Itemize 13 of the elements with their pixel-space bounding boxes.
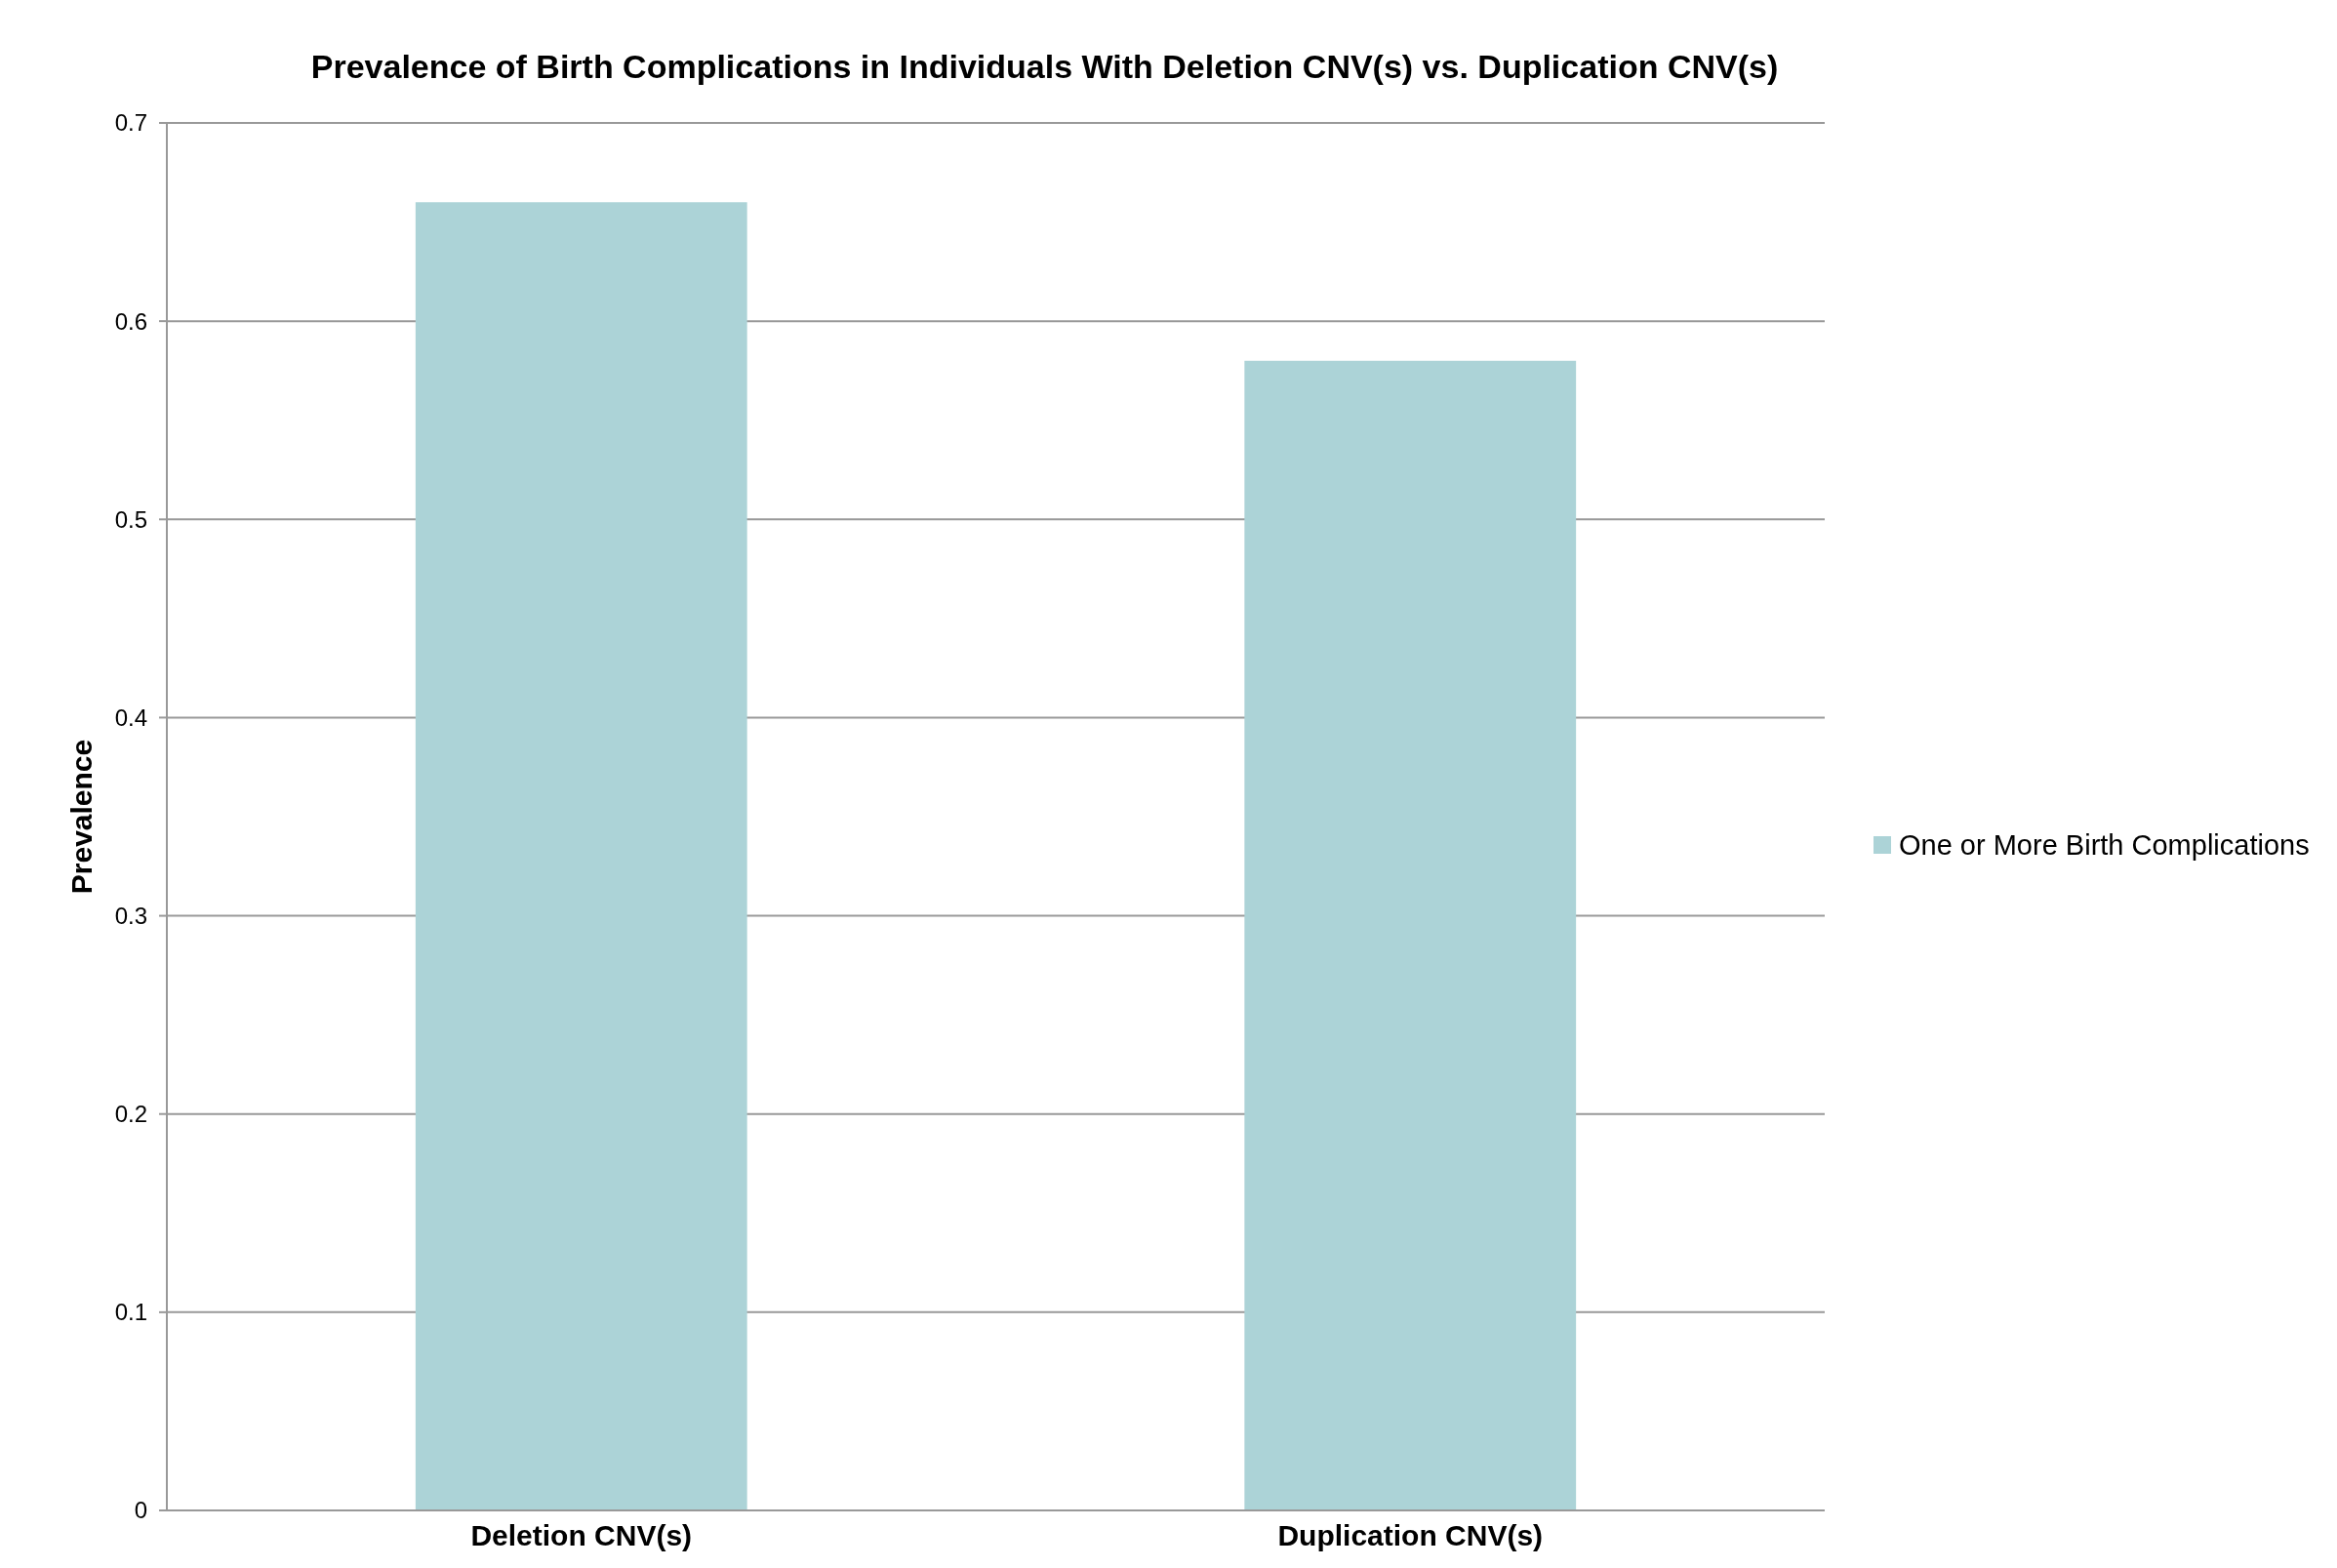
y-tick-label: 0: [134, 1497, 147, 1524]
y-tick-label: 0.1: [114, 1299, 147, 1326]
y-tick-label: 0.4: [114, 704, 147, 731]
x-tick-label: Duplication CNV(s): [1277, 1519, 1544, 1551]
y-tick-label: 0.5: [114, 505, 147, 533]
y-tick-label: 0.3: [114, 902, 147, 929]
y-axis-title: Prevalence: [65, 739, 98, 895]
chart-title: Prevalence of Birth Complications in Individuals With Deletion CNV(s) vs. Duplication CNV(s): [310, 48, 1779, 85]
legend-label: One or More Birth Complications: [1899, 829, 2310, 862]
y-tick-label: 0.7: [114, 109, 147, 137]
y-tick-label: 0.6: [114, 307, 147, 335]
y-tick-label: 0.2: [114, 1101, 147, 1128]
x-tick-label: Deletion CNV(s): [470, 1519, 693, 1551]
